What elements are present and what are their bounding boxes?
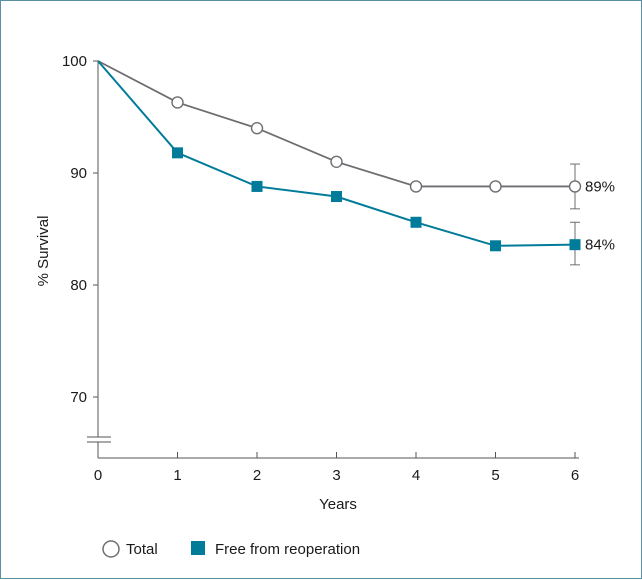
end-labels: 89% 84% [585,178,615,253]
y-tick-label: 90 [70,165,87,182]
data-point-reoperation [569,239,581,251]
legend-reoperation-label: Free from reoperation [215,541,360,558]
series-line-reoperation [97,60,576,247]
legend-reoperation-marker [191,541,205,555]
y-tick-label: 100 [62,53,87,70]
data-point-reoperation [172,147,183,159]
data-point-reoperation [490,240,501,252]
axes [87,61,579,459]
data-point-total [409,180,423,193]
x-tick-label: 4 [412,467,420,484]
x-tick-label: 0 [94,467,102,484]
x-axis-title: Years [319,496,357,513]
x-tick-label: 5 [491,467,499,484]
x-tick-label: 2 [253,467,261,484]
data-point-total [250,121,264,135]
x-tick-label: 3 [332,467,340,484]
end-label: 89% [585,178,615,195]
x-tick-label: 1 [173,467,181,484]
data-point-reoperation [251,180,263,192]
legend: Total Free from reoperation [102,540,360,558]
series-lines [97,60,576,247]
x-tick-label: 6 [571,467,579,484]
data-point-total [568,180,582,193]
y-axis-title: % Survival [35,216,52,287]
legend-total-label: Total [126,541,158,558]
series-markers [171,96,582,252]
y-tick-label: 70 [70,389,87,406]
data-point-total [330,155,343,169]
data-point-total [171,96,184,109]
data-point-total [489,180,502,193]
data-point-reoperation [331,191,342,203]
ticks: 0 1 2 3 4 5 6 70 80 90 100 [62,53,579,484]
legend-total-marker [102,540,120,558]
end-label: 84% [585,237,615,254]
data-point-reoperation [410,216,422,228]
y-tick-label: 80 [70,277,87,294]
